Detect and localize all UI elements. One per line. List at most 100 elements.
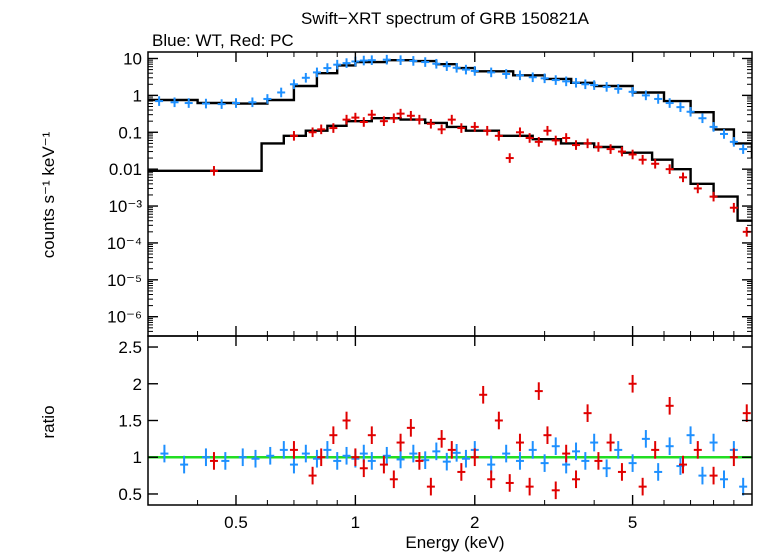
y-tick-label: 0.5: [118, 485, 142, 504]
data-point: [665, 437, 674, 456]
data-point: [301, 72, 310, 83]
data-point: [540, 454, 549, 472]
data-point: [572, 140, 581, 150]
data-point: [614, 84, 623, 94]
data-point: [551, 481, 560, 500]
panel-inner-ratio: [148, 374, 752, 500]
data-point: [359, 55, 368, 66]
data-point: [602, 82, 611, 92]
data-point: [180, 455, 189, 474]
data-point: [551, 437, 560, 456]
data-point: [470, 448, 479, 467]
data-point: [209, 166, 218, 176]
data-point: [442, 61, 451, 71]
model-step-line: [148, 117, 752, 222]
data-point: [651, 441, 660, 459]
chart-marks: 1010.10.0110⁻³10⁻⁴10⁻⁵10⁻⁶0.511.522.50.5…: [107, 49, 752, 532]
data-point: [342, 446, 351, 465]
data-point: [709, 433, 718, 452]
series-wt-model: [148, 59, 752, 159]
data-point: [379, 455, 388, 474]
data-point: [487, 67, 496, 78]
data-point: [201, 448, 210, 467]
data-point: [452, 62, 461, 73]
y-tick-label: 2: [133, 375, 142, 394]
data-point: [442, 452, 451, 471]
x-axis-label: Energy (keV): [405, 533, 504, 552]
data-point: [606, 144, 615, 154]
data-point: [720, 129, 729, 139]
x-tick-label: 0.5: [224, 513, 248, 532]
data-point: [396, 108, 405, 119]
data-point: [461, 449, 470, 468]
data-point: [562, 133, 571, 143]
data-point: [693, 183, 702, 194]
data-point: [709, 122, 718, 132]
data-point: [590, 80, 599, 90]
data-point: [693, 441, 702, 459]
data-point: [686, 106, 695, 117]
data-point: [308, 127, 317, 138]
y-tick-label: 0.1: [118, 123, 142, 142]
data-point: [487, 470, 496, 489]
data-point: [572, 77, 581, 88]
data-point: [515, 127, 524, 138]
data-point: [457, 123, 466, 133]
y-tick-label: 10: [123, 49, 142, 68]
data-point: [406, 110, 415, 121]
x-tick-label: 5: [628, 513, 637, 532]
data-point: [406, 419, 415, 437]
x-tick-label: 2: [470, 513, 479, 532]
data-point: [217, 99, 226, 109]
data-point: [367, 55, 376, 65]
data-point: [367, 426, 376, 445]
data-point: [342, 58, 351, 68]
data-point: [409, 56, 418, 66]
data-point: [479, 385, 488, 404]
data-point: [525, 477, 534, 496]
series-pc-ratio: [209, 374, 751, 500]
data-point: [359, 459, 368, 478]
data-point: [209, 452, 218, 470]
data-point: [452, 444, 461, 462]
data-point: [323, 63, 332, 73]
data-point: [720, 470, 729, 489]
data-point: [483, 125, 492, 136]
data-point: [248, 97, 257, 108]
data-point: [263, 94, 272, 104]
data-point: [562, 76, 571, 87]
data-point: [528, 441, 537, 459]
data-point: [583, 404, 592, 422]
model-step-line: [148, 59, 752, 159]
y-axis-label-ratio: ratio: [39, 405, 58, 438]
data-point: [515, 433, 524, 452]
data-point: [651, 158, 660, 169]
y-tick-label: 10⁻⁵: [107, 271, 142, 290]
data-point: [289, 131, 298, 141]
y-tick-label: 1.5: [118, 412, 142, 431]
data-point: [551, 135, 560, 146]
data-point: [628, 374, 637, 393]
data-point: [457, 463, 466, 481]
data-point: [317, 448, 326, 467]
data-point: [396, 450, 405, 469]
data-point: [279, 441, 288, 459]
data-point: [534, 137, 543, 147]
data-point: [155, 96, 164, 106]
data-point: [679, 172, 688, 183]
data-point: [289, 79, 298, 90]
data-point: [367, 109, 376, 120]
data-point: [184, 98, 193, 108]
data-point: [540, 73, 549, 84]
data-point: [396, 433, 405, 452]
data-point: [505, 474, 514, 492]
data-point: [698, 113, 707, 124]
data-point: [729, 448, 738, 467]
data-point: [329, 426, 338, 445]
data-point: [351, 448, 360, 467]
data-point: [614, 441, 623, 459]
data-point: [525, 133, 534, 143]
data-point: [359, 117, 368, 127]
data-point: [494, 411, 503, 430]
